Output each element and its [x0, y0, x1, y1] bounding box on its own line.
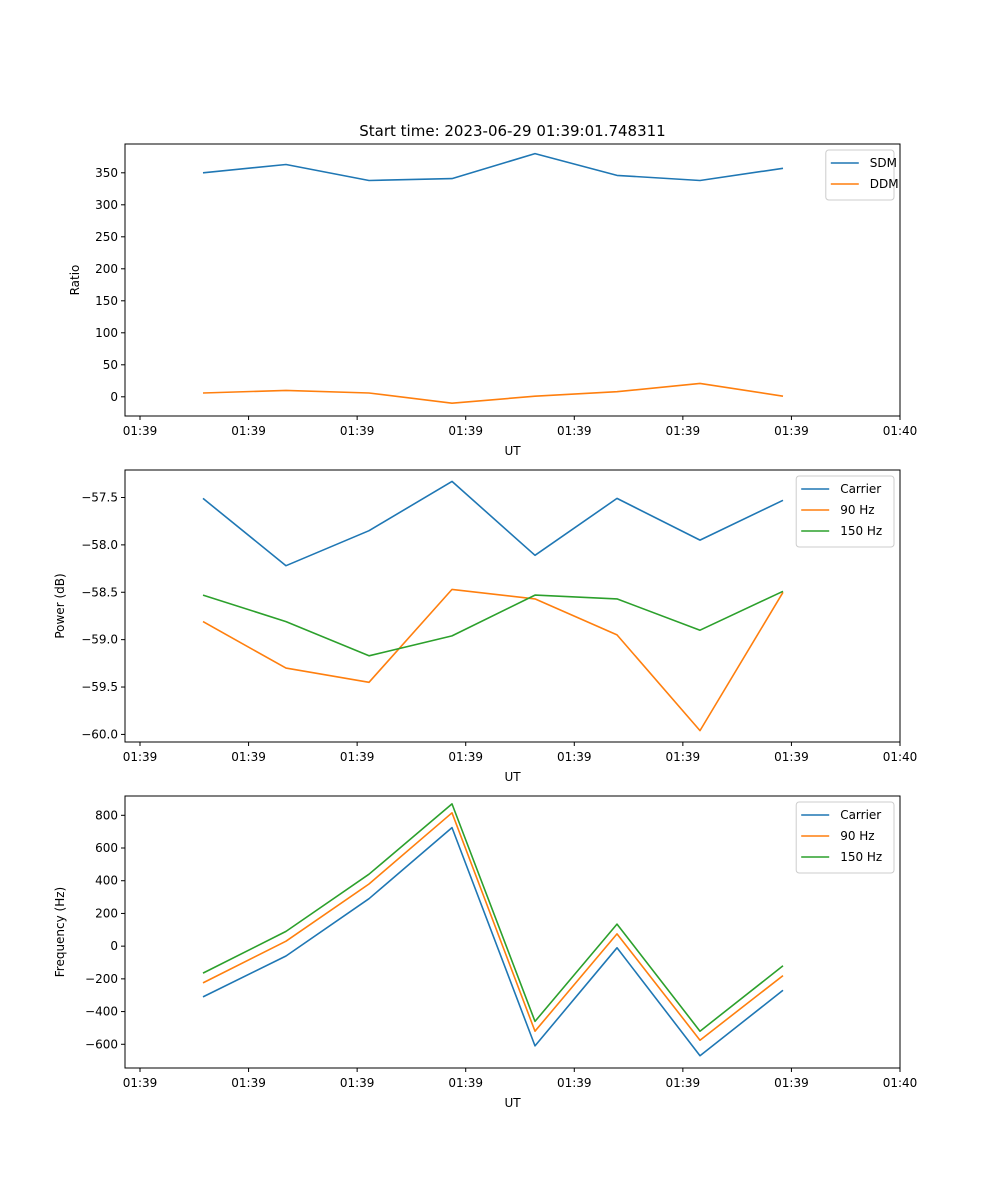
y-tick-label: 800 [95, 808, 118, 822]
series-line-carrier [202, 480, 784, 567]
series-line-ddm [202, 382, 784, 405]
series-line-90-hz [202, 811, 784, 1041]
legend: SDM DDM [825, 149, 899, 201]
x-tick-label: 01:39 [448, 1076, 483, 1090]
series-line-150-hz [202, 803, 784, 1032]
x-tick-label: 01:40 [883, 750, 918, 764]
y-tick-label: 100 [95, 326, 118, 340]
legend-label: 150 Hz [840, 524, 882, 538]
x-tick-label: 01:39 [666, 424, 701, 438]
x-tick-label: 01:39 [666, 1076, 701, 1090]
x-tick-label: 01:39 [231, 750, 266, 764]
x-tick-label: 01:39 [340, 750, 375, 764]
x-tick-label: 01:39 [774, 1076, 809, 1090]
series-line-150-hz [202, 590, 784, 657]
x-tick-label: 01:40 [883, 1076, 918, 1090]
x-axis-label: UT [504, 770, 521, 784]
y-tick-label: −58.5 [81, 585, 118, 599]
x-axis-label: UT [504, 444, 521, 458]
x-tick-label: 01:39 [340, 424, 375, 438]
legend: Carrier 90 Hz 150 Hz [795, 475, 895, 548]
x-tick-label: 01:39 [774, 424, 809, 438]
y-tick-label: 50 [103, 358, 118, 372]
x-tick-label: 01:39 [557, 424, 592, 438]
axes-frame [124, 469, 901, 743]
y-tick-label: 0 [110, 390, 118, 404]
y-tick-label: 0 [110, 939, 118, 953]
y-tick-label: −59.0 [81, 633, 118, 647]
x-tick-label: 01:39 [448, 424, 483, 438]
y-axis-label: Ratio [68, 265, 82, 296]
x-tick-label: 01:39 [666, 750, 701, 764]
legend-label: 90 Hz [840, 503, 874, 517]
y-tick-label: 400 [95, 874, 118, 888]
y-tick-label: 200 [95, 906, 118, 920]
x-tick-label: 01:39 [557, 1076, 592, 1090]
panel-1: 01:39 01:39 01:39 01:39 01:39 01:39 01:39 01:40… [68, 143, 918, 458]
y-tick-label: −58.0 [81, 538, 118, 552]
legend-box [795, 475, 895, 548]
y-tick-label: −57.5 [81, 490, 118, 504]
y-tick-label: 250 [95, 230, 118, 244]
legend-label: 150 Hz [840, 850, 882, 864]
series-line-carrier [202, 826, 784, 1057]
legend-label: Carrier [840, 482, 881, 496]
panel-3: 01:39 01:39 01:39 01:39 01:39 01:39 01:39 01:40… [53, 795, 918, 1110]
panel-2: 01:39 01:39 01:39 01:39 01:39 01:39 01:39 01:40… [53, 469, 918, 784]
legend-label: 90 Hz [840, 829, 874, 843]
y-tick-label: 200 [95, 262, 118, 276]
legend: Carrier 90 Hz 150 Hz [795, 801, 895, 874]
x-tick-label: 01:39 [774, 750, 809, 764]
y-axis-label: Frequency (Hz) [53, 887, 67, 978]
panels: 01:39 01:39 01:39 01:39 01:39 01:39 01:39 01:40… [53, 143, 918, 1110]
x-tick-label: 01:39 [123, 424, 158, 438]
chart-title: Start time: 2023-06-29 01:39:01.748311 [359, 122, 665, 140]
x-tick-label: 01:39 [123, 1076, 158, 1090]
x-tick-label: 01:39 [340, 1076, 375, 1090]
y-tick-label: 350 [95, 166, 118, 180]
x-tick-label: 01:39 [557, 750, 592, 764]
x-tick-label: 01:40 [883, 424, 918, 438]
y-tick-label: −200 [85, 972, 118, 986]
y-tick-label: 600 [95, 841, 118, 855]
legend-label: DDM [870, 177, 899, 191]
x-tick-label: 01:39 [231, 1076, 266, 1090]
y-tick-label: −400 [85, 1005, 118, 1019]
x-tick-label: 01:39 [231, 424, 266, 438]
y-tick-label: −59.5 [81, 680, 118, 694]
x-axis-label: UT [504, 1096, 521, 1110]
axes-frame [124, 143, 901, 417]
y-tick-label: −600 [85, 1037, 118, 1051]
legend-label: Carrier [840, 808, 881, 822]
legend-box [795, 801, 895, 874]
series-line-sdm [202, 152, 784, 182]
x-tick-label: 01:39 [448, 750, 483, 764]
y-axis-label: Power (dB) [53, 573, 67, 638]
legend-label: SDM [870, 156, 897, 170]
y-tick-label: 300 [95, 198, 118, 212]
y-tick-label: −60.0 [81, 727, 118, 741]
axes-frame [124, 795, 901, 1069]
series-line-90-hz [202, 588, 784, 732]
x-tick-label: 01:39 [123, 750, 158, 764]
y-tick-label: 150 [95, 294, 118, 308]
